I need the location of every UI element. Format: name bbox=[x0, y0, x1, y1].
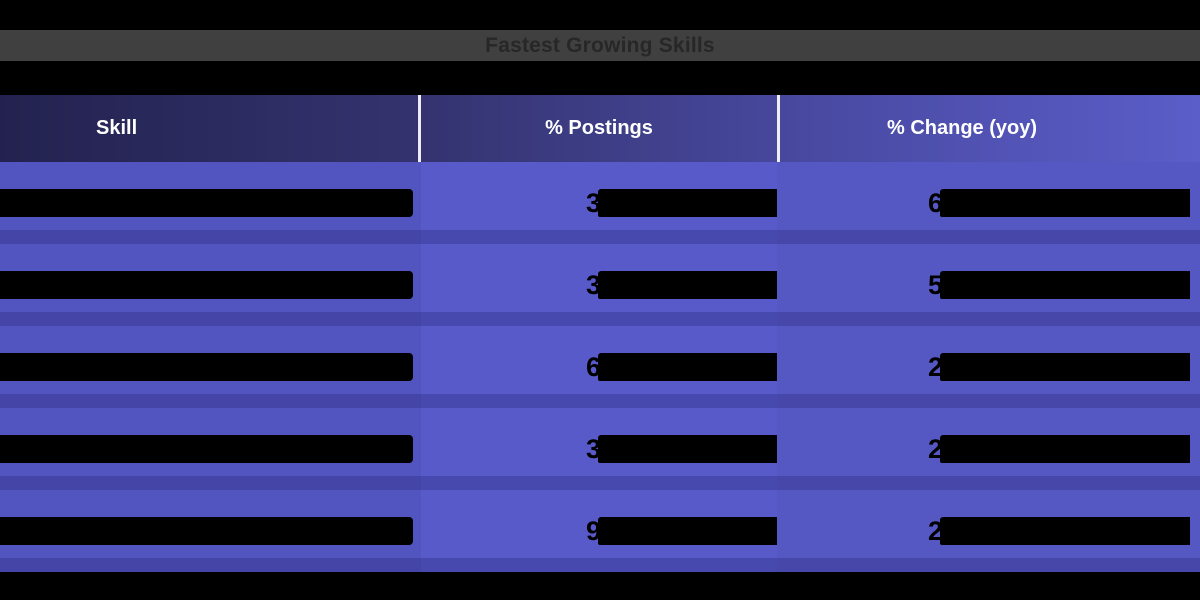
row-separator bbox=[0, 312, 1200, 326]
table-row: 9 2 bbox=[0, 490, 1200, 572]
postings-redaction-bar bbox=[598, 435, 777, 463]
postings-visible-digit: 3 bbox=[586, 434, 602, 464]
skill-redaction-bar bbox=[0, 353, 413, 381]
skill-redaction-bar bbox=[0, 517, 413, 545]
postings-visible-digit: 3 bbox=[586, 270, 602, 300]
table-row: 3 5 bbox=[0, 244, 1200, 326]
skill-redaction-bar bbox=[0, 189, 413, 217]
change-redaction-bar bbox=[940, 189, 1190, 217]
column-header-skill: Skill bbox=[96, 117, 138, 139]
table-row: 3 6 bbox=[0, 162, 1200, 244]
header-divider bbox=[418, 95, 421, 162]
change-redaction-bar bbox=[940, 517, 1190, 545]
row-separator bbox=[0, 230, 1200, 244]
row-separator bbox=[0, 558, 1200, 572]
change-visible-digit: 6 bbox=[928, 188, 944, 218]
change-cell: 2 bbox=[928, 517, 1190, 545]
change-visible-digit: 2 bbox=[928, 352, 944, 382]
change-cell: 6 bbox=[928, 189, 1190, 217]
table-body: 3 6 3 5 6 bbox=[0, 162, 1200, 572]
postings-cell: 9 bbox=[586, 517, 777, 545]
table-row: 3 2 bbox=[0, 408, 1200, 490]
column-header-postings: % Postings bbox=[545, 117, 653, 139]
postings-cell: 3 bbox=[586, 271, 777, 299]
page-title: Fastest Growing Skills bbox=[485, 33, 715, 57]
postings-visible-digit: 6 bbox=[586, 352, 602, 382]
change-redaction-bar bbox=[940, 353, 1190, 381]
change-redaction-bar bbox=[940, 271, 1190, 299]
postings-cell: 3 bbox=[586, 435, 777, 463]
change-cell: 2 bbox=[928, 435, 1190, 463]
postings-visible-digit: 3 bbox=[586, 188, 602, 218]
row-separator bbox=[0, 476, 1200, 490]
postings-redaction-bar bbox=[598, 517, 777, 545]
skill-redaction-bar bbox=[0, 271, 413, 299]
column-header-change: % Change (yoy) bbox=[886, 117, 1038, 139]
table-header: Skill % Postings % Change (yoy) bbox=[0, 95, 1200, 162]
postings-cell: 6 bbox=[586, 353, 777, 381]
change-visible-digit: 5 bbox=[928, 270, 944, 300]
change-cell: 2 bbox=[928, 353, 1190, 381]
postings-cell: 3 bbox=[586, 189, 777, 217]
table-row: 6 2 bbox=[0, 326, 1200, 408]
change-cell: 5 bbox=[928, 271, 1190, 299]
header-divider bbox=[777, 95, 780, 162]
change-visible-digit: 2 bbox=[928, 434, 944, 464]
postings-visible-digit: 9 bbox=[586, 516, 602, 546]
change-visible-digit: 2 bbox=[928, 516, 944, 546]
title-bar: Fastest Growing Skills bbox=[0, 30, 1200, 61]
row-separator bbox=[0, 394, 1200, 408]
postings-redaction-bar bbox=[598, 353, 777, 381]
change-redaction-bar bbox=[940, 435, 1190, 463]
skill-redaction-bar bbox=[0, 435, 413, 463]
postings-redaction-bar bbox=[598, 189, 777, 217]
postings-redaction-bar bbox=[598, 271, 777, 299]
